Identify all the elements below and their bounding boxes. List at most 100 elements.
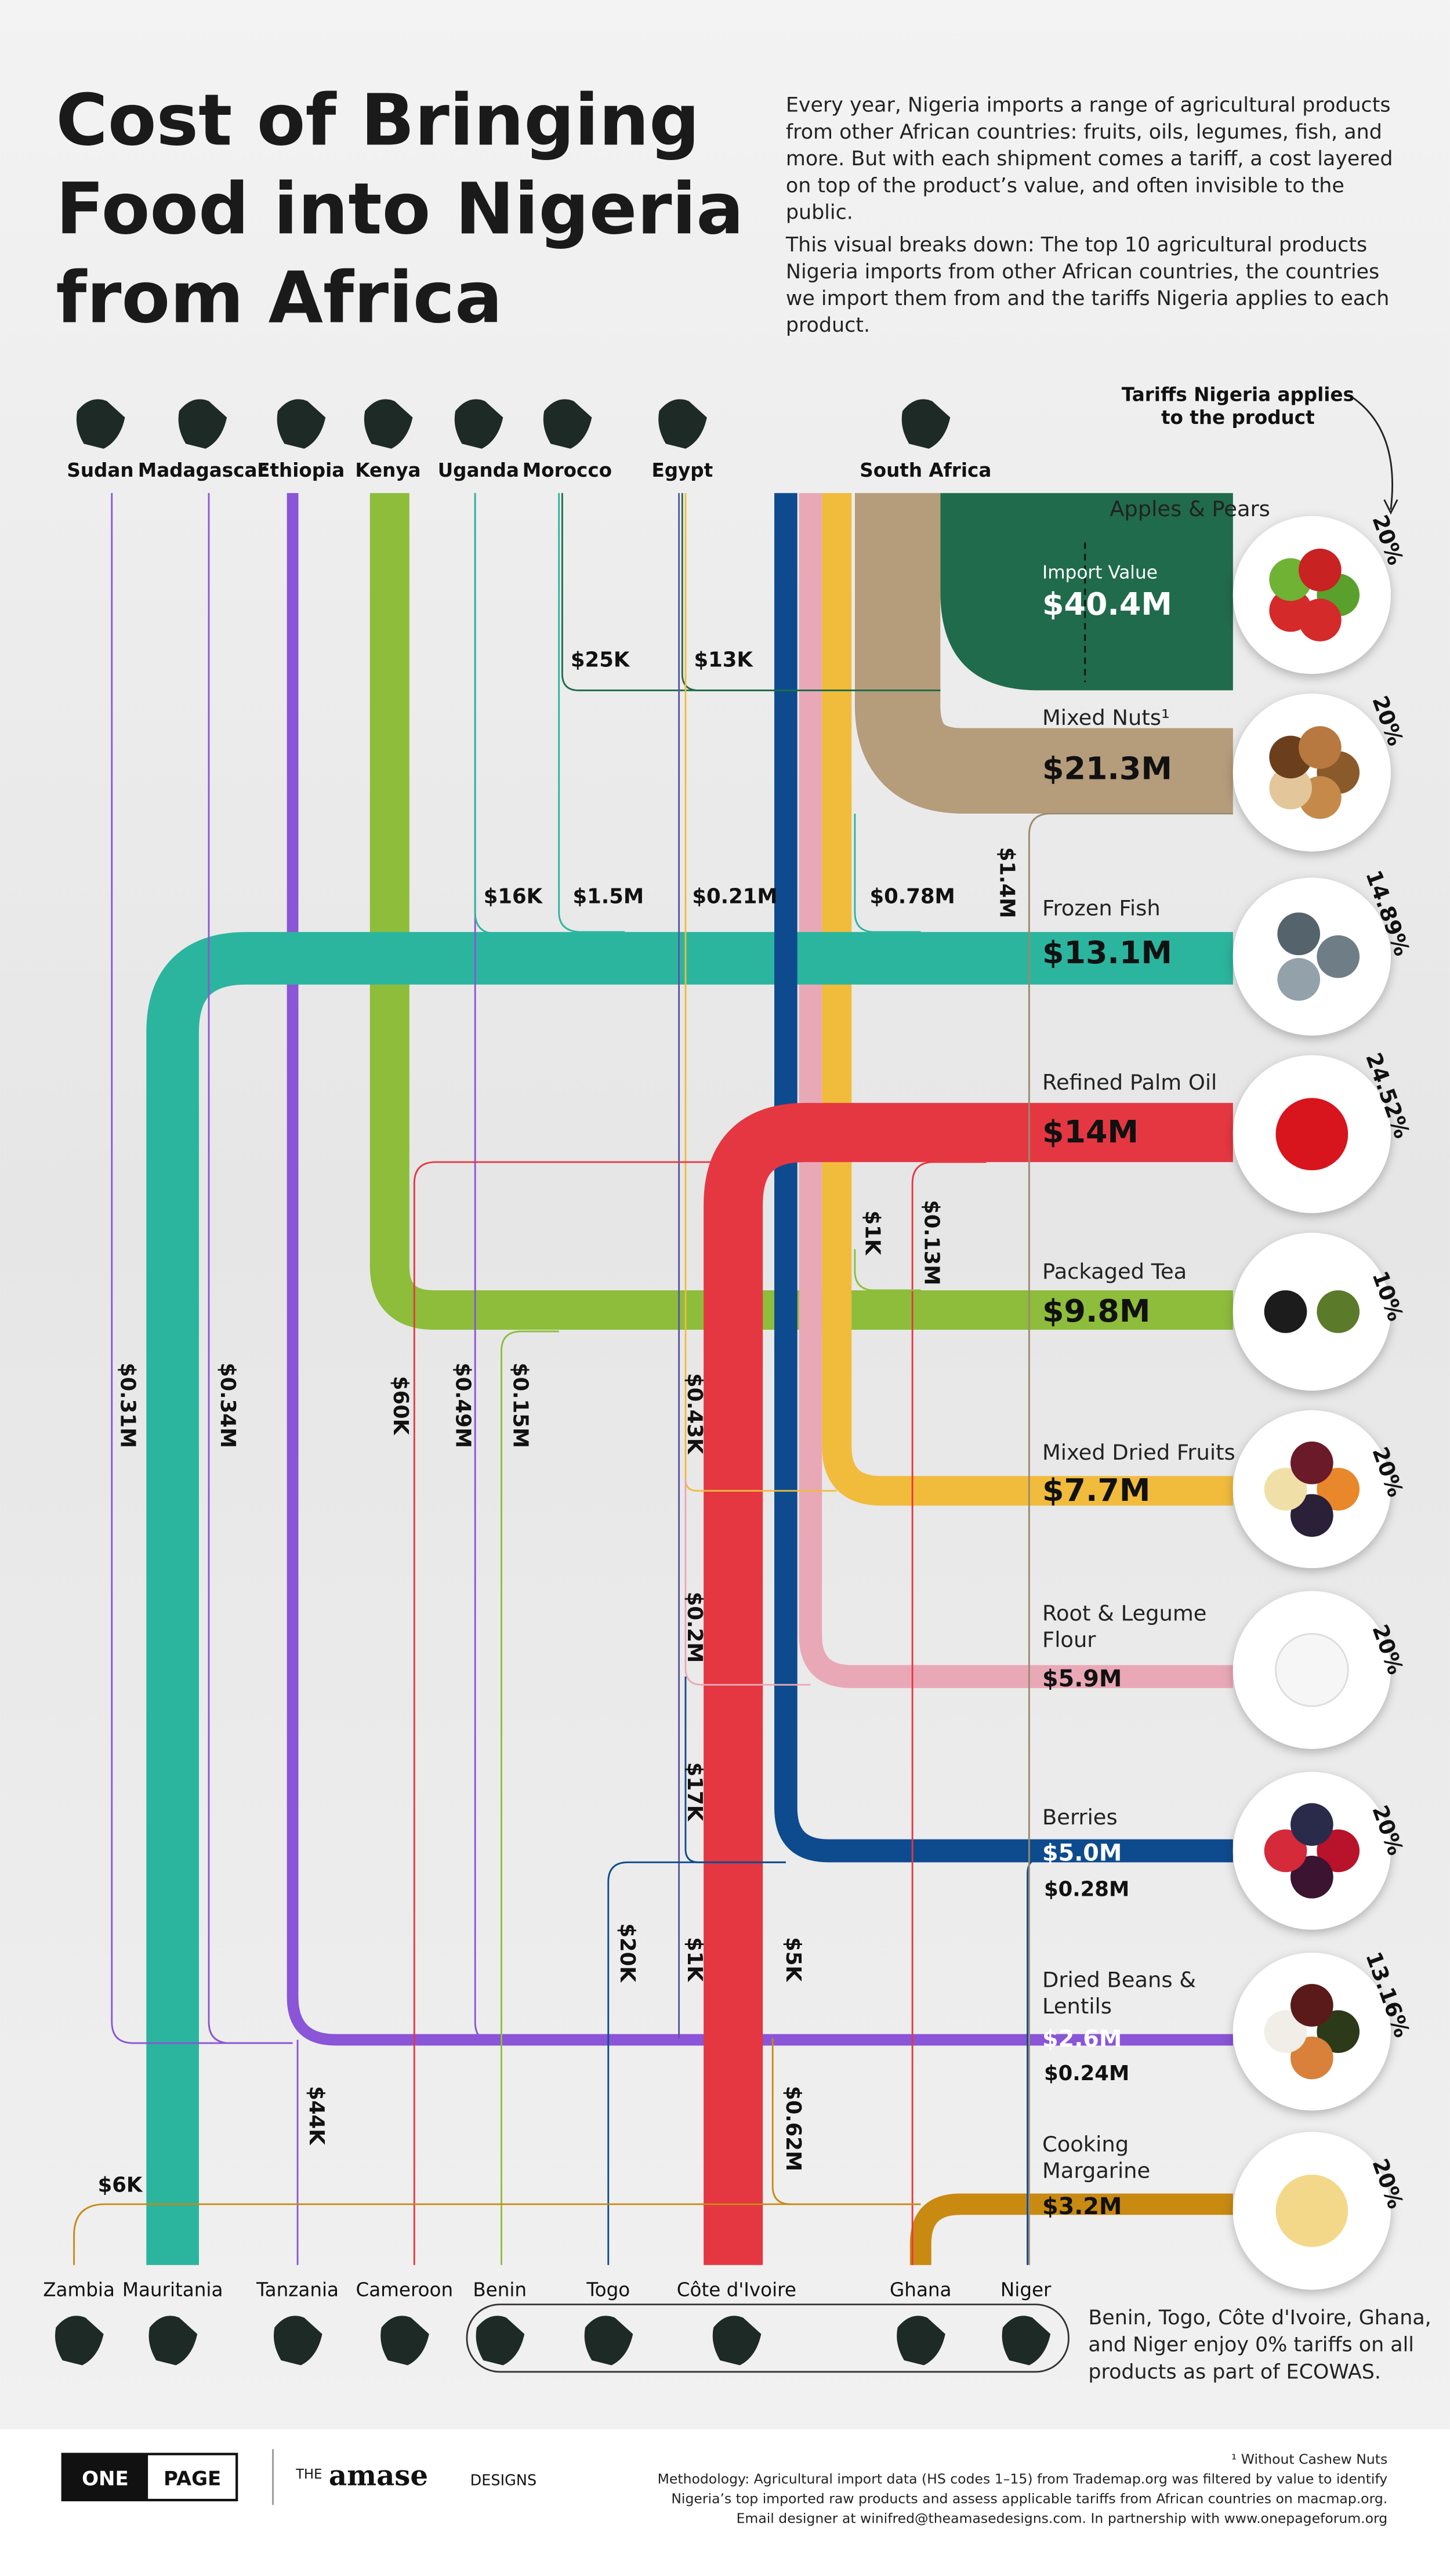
plate-food [1277,958,1321,1001]
product-name: Dried Beans & [1042,1968,1196,1993]
logo-text: amase [329,2460,428,2492]
country-label: Benin [473,2279,527,2301]
country-label: Uganda [438,459,519,481]
ecowas-note: Benin, Togo, Côte d'Ivoire, Ghana, [1088,2306,1431,2330]
flow-label: $20K [615,1924,639,1983]
product-value: $2.6M [1042,2026,1122,2052]
flow-label: $0.2M [683,1592,706,1663]
flow-line [73,2203,921,2265]
flow-label: $0.13M [919,1200,943,1285]
plate-food [1264,2010,1307,2053]
country-icon [897,2316,945,2365]
plates [1232,516,1391,2290]
plate-food [1290,1494,1333,1537]
logo-text: ONE [82,2468,129,2491]
intro-text: Every year, Nigeria imports a range of a… [786,94,1391,117]
product-name: Margarine [1042,2158,1150,2183]
product-name: Cooking [1042,2132,1129,2157]
plate [1232,1772,1391,1930]
plate [1232,516,1391,674]
flow-band [287,493,1233,2046]
flow-line [771,2038,921,2205]
product-name: Berries [1042,1805,1118,1830]
intro-text: This visual breaks down: The top 10 agri… [785,234,1367,257]
flow-label: $17K [683,1762,706,1822]
country-icon [178,399,227,449]
country-icon [1002,2316,1051,2365]
intro-text: Nigeria imports from other African count… [786,260,1379,284]
country-icon [148,2316,198,2365]
logo-text: DESIGNS [470,2472,536,2490]
country-label: Zambia [43,2279,115,2301]
flow-label: $16K [484,885,543,909]
plate-food [1317,2010,1360,2053]
plate-food [1317,1829,1360,1873]
plate-food [1264,1290,1307,1333]
flow-line [111,493,293,2044]
country-icon [476,2316,525,2365]
footer-note: ¹ Without Cashew Nuts [1231,2451,1387,2468]
country-label: Tanzania [256,2279,339,2301]
country-label: Ethiopia [257,459,345,481]
country-label: Ghana [890,2279,951,2301]
footer-note: Nigeria’s top imported raw products and … [671,2491,1387,2507]
country-label: Sudan [67,459,133,481]
flow-label: $1.5M [572,885,644,909]
annotation: Tariffs Nigeria applies [1122,384,1354,406]
intro-text: public. [786,201,853,224]
annotation-arrow-head [1383,499,1398,515]
ecowas-note: products as part of ECOWAS. [1088,2360,1381,2383]
flow-line [474,493,543,2044]
flow-band [822,493,1233,1506]
product-value: $5.0M [1042,1840,1122,1866]
plate-food [1299,549,1342,592]
country-label: South Africa [860,459,991,481]
plate [1232,877,1391,1036]
intro-text: we import them from and the tariffs Nige… [786,287,1390,310]
country-label: Togo [586,2279,630,2301]
country-label: Mauritania [122,2279,223,2301]
flow-label: $0.28M [1044,1878,1129,1902]
flow-band [369,493,1233,1330]
footer-note: Methodology: Agricultural import data (H… [658,2471,1388,2487]
flow-band [799,493,1233,1688]
flows [73,394,1398,2265]
product-name: Mixed Dried Fruits [1042,1440,1235,1465]
title: Cost of Bringing [56,79,699,161]
plate-food [1264,1468,1307,1511]
plate-food [1275,2174,1348,2247]
logo-text: THE [295,2467,322,2482]
plate-food [1269,589,1313,632]
country-icon [712,2316,762,2365]
flow-label: $0.49M [451,1363,475,1448]
country-label: Niger [1000,2279,1052,2301]
intro-text: on top of the product’s value, and often… [786,174,1344,197]
flow-label: $44K [304,2086,328,2146]
plate-food [1277,912,1321,956]
flow-label: $0.24M [1044,2062,1129,2085]
footer-background [0,2429,1450,2576]
annotation-arrow [1347,394,1393,510]
plate [1232,1232,1391,1391]
flow-label: $13K [694,648,753,672]
plate-food [1317,935,1360,978]
country-icon [277,399,326,449]
country-label: Morocco [523,459,612,481]
plate-food [1290,1984,1333,2027]
intro-text: from other African countries: fruits, oi… [786,121,1382,144]
flow-band [146,932,1233,2265]
product-value: $9.8M [1042,1293,1150,1329]
product-name: Frozen Fish [1042,896,1161,921]
country-icon [364,399,413,449]
country-icon [55,2316,104,2365]
flow-band [854,493,1233,814]
ecowas-bracket [466,2303,1070,2373]
country-icon [454,399,503,449]
flow-label: $0.62M [781,2086,805,2171]
flow-label: $0.43K [683,1373,706,1455]
title: from Africa [56,257,502,339]
country-icon [76,399,125,449]
plate [1232,1410,1391,1568]
plate [1232,694,1391,852]
logo-text: PAGE [164,2468,221,2491]
